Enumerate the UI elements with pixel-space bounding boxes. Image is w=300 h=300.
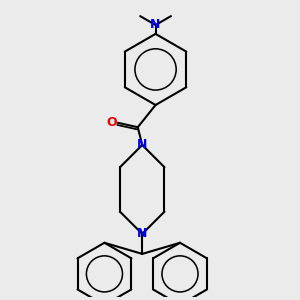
Text: O: O	[106, 116, 117, 129]
Text: N: N	[137, 227, 147, 240]
Text: N: N	[137, 139, 147, 152]
Text: N: N	[150, 19, 161, 32]
